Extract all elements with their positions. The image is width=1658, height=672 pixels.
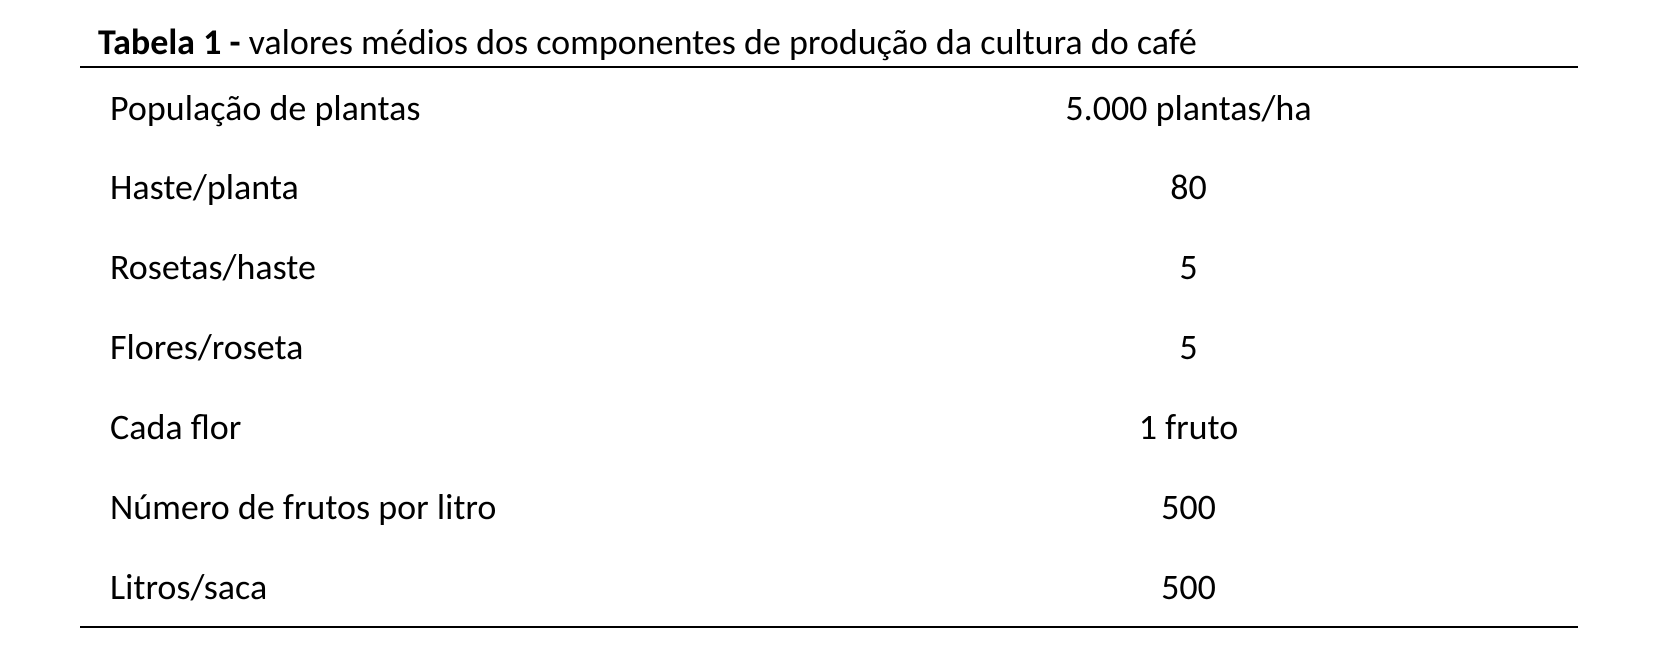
table-caption: Tabela 1 - valores médios dos componente…: [80, 20, 1578, 64]
row-label: Litros/saca: [80, 547, 859, 627]
row-value: 5: [859, 227, 1578, 307]
row-value: 1 fruto: [859, 387, 1578, 467]
row-value: 5: [859, 307, 1578, 387]
table-row: Cada flor 1 fruto: [80, 387, 1578, 467]
data-table: População de plantas 5.000 plantas/ha Ha…: [80, 66, 1578, 628]
caption-text: valores médios dos componentes de produç…: [249, 20, 1197, 64]
table-row: Rosetas/haste 5: [80, 227, 1578, 307]
row-label: Flores/roseta: [80, 307, 859, 387]
row-value: 80: [859, 147, 1578, 227]
table-row: Número de frutos por litro 500: [80, 467, 1578, 547]
row-label: Rosetas/haste: [80, 227, 859, 307]
row-label: Haste/planta: [80, 147, 859, 227]
table-body: População de plantas 5.000 plantas/ha Ha…: [80, 67, 1578, 627]
table-row: Flores/roseta 5: [80, 307, 1578, 387]
row-value: 500: [859, 467, 1578, 547]
caption-prefix: Tabela 1 -: [98, 20, 249, 64]
table-container: Tabela 1 - valores médios dos componente…: [80, 20, 1578, 628]
row-label: Cada flor: [80, 387, 859, 467]
row-label: População de plantas: [80, 67, 859, 147]
row-value: 500: [859, 547, 1578, 627]
table-row: População de plantas 5.000 plantas/ha: [80, 67, 1578, 147]
table-row: Litros/saca 500: [80, 547, 1578, 627]
row-value: 5.000 plantas/ha: [859, 67, 1578, 147]
row-label: Número de frutos por litro: [80, 467, 859, 547]
table-row: Haste/planta 80: [80, 147, 1578, 227]
